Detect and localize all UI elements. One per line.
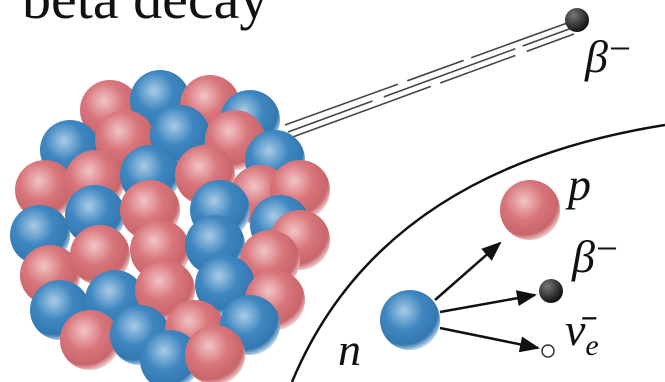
proton-label: p: [565, 159, 591, 210]
antineutrino-subscript: e: [585, 329, 598, 362]
beta-trail: [285, 22, 574, 138]
decay-arrows: [435, 243, 538, 348]
antineutrino-label: ν̄e: [565, 304, 599, 362]
diagram: beta decay β⁻ p β⁻ n ν̄e: [0, 0, 665, 382]
antineutrino: [542, 345, 554, 357]
proton: [500, 180, 560, 240]
title: beta decay: [22, 0, 268, 31]
nucleus: [10, 70, 330, 382]
beta-label: β⁻: [584, 31, 632, 82]
neutron: [380, 290, 440, 350]
beta-particle: [565, 8, 589, 32]
beta-minus-label: β⁻: [571, 231, 619, 282]
neutron-label: n: [338, 324, 361, 375]
electron: [539, 279, 563, 303]
